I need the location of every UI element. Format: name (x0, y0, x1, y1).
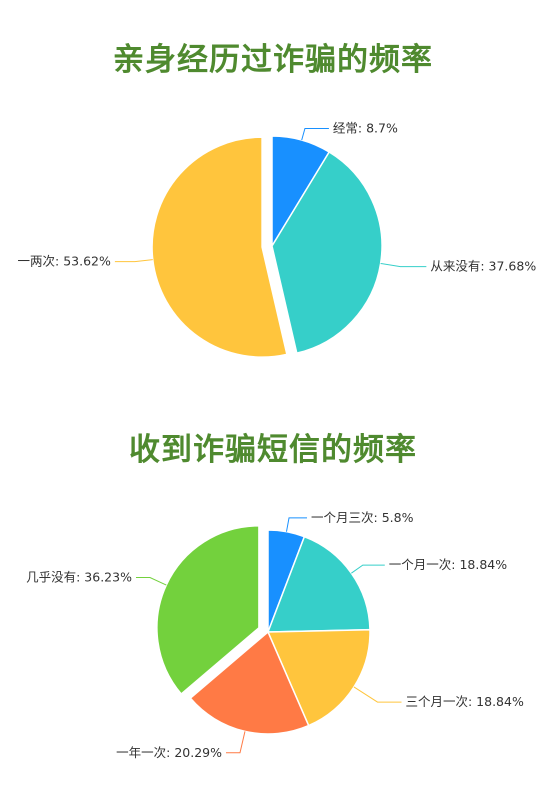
chart2-slice-2-leader-line (351, 564, 385, 574)
chart1-slice-3-label: 一两次: 53.62% (18, 254, 111, 269)
chart2-slice-5-leader-line (135, 577, 167, 586)
chart2-slice-4-leader-line (226, 731, 246, 754)
pie-chart-frequency-of-fraud-experience: 经常: 8.7% 从来没有: 37.68% 一两次: 53.62% (18, 121, 536, 358)
chart1-slice-3-leader-line (114, 259, 153, 263)
chart1-slice-2-label: 从来没有: 37.68% (430, 259, 536, 274)
chart2-slice-1-label: 一个月三次: 5.8% (311, 510, 414, 525)
chart1-slice-3 (151, 136, 288, 358)
chart2-slice-5 (156, 525, 260, 696)
chart1-slice-2-leader-line (380, 262, 427, 268)
chart1-slice-1-leader-line (301, 128, 329, 141)
chart-2-title: 收到诈骗短信的频率 (129, 432, 417, 468)
chart2-slice-3 (266, 628, 371, 727)
pie-chart-frequency-of-fraud-sms: 一个月三次: 5.8% 一个月一次: 18.84% 三个月一次: 18.84% 一年一… (26, 510, 524, 760)
chart2-slice-3-label: 三个月一次: 18.84% (405, 694, 523, 709)
chart1-slice-1-label: 经常: 8.7% (333, 121, 398, 136)
chart2-slice-4-label: 一年一次: 20.29% (116, 745, 222, 760)
chart-1-title: 亲身经历过诈骗的频率 (113, 42, 433, 78)
chart2-slice-1-leader-line (285, 517, 308, 532)
chart2-slice-2-label: 一个月一次: 18.84% (389, 557, 507, 572)
chart2-slice-2 (266, 535, 371, 633)
chart2-slice-3-leader-line (353, 686, 402, 703)
chart2-slice-5-label: 几乎没有: 36.23% (26, 570, 132, 585)
